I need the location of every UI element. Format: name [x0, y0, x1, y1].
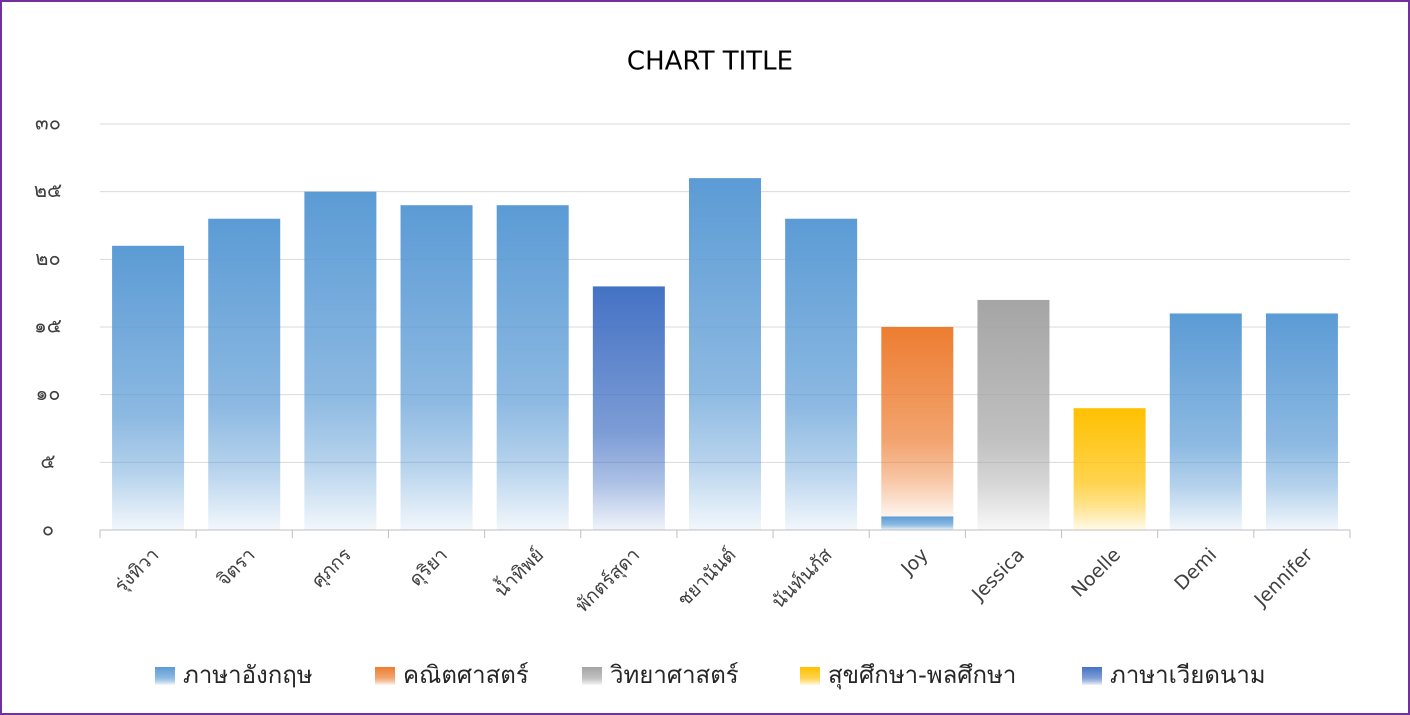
bar-segment [689, 178, 761, 530]
bar-segment [208, 218, 281, 530]
bar-segment [881, 516, 954, 530]
legend-label: ภาษาอังกฤษ [183, 661, 313, 689]
legend-swatch [375, 667, 395, 685]
bar-segment [881, 327, 954, 517]
y-tick-label: ๒๕ [34, 178, 62, 202]
y-tick-label: ๕ [40, 449, 55, 473]
bar-segment [977, 299, 1050, 530]
legend-swatch [155, 667, 175, 685]
bar-segment [304, 191, 377, 530]
bar-segment [1073, 408, 1146, 530]
y-tick-label: ๐ [42, 517, 54, 541]
bar-segment [496, 205, 569, 530]
y-tick-label: ๑๐ [36, 381, 61, 405]
bar-segment [1169, 313, 1242, 530]
legend-label: คณิตศาสตร์ [403, 661, 529, 689]
legend-swatch [800, 667, 820, 685]
legend-swatch [1082, 667, 1102, 685]
y-tick-label: ๑๕ [34, 314, 62, 338]
legend-swatch [582, 667, 602, 685]
y-tick-label: ๒๐ [35, 246, 60, 270]
bar-segment [400, 205, 473, 530]
bar-segment [1265, 313, 1338, 530]
bar-segment [112, 245, 185, 531]
legend-label: สุขศึกษา-พลศึกษา [828, 661, 1016, 690]
chart-title: CHART TITLE [627, 47, 793, 77]
bar-segment [592, 286, 665, 530]
bar-segment [785, 218, 858, 530]
legend-label: ภาษาเวียดนาม [1110, 661, 1266, 689]
y-tick-label: ๓๐ [35, 111, 61, 135]
legend-label: วิทยาศาสตร์ [609, 661, 738, 689]
